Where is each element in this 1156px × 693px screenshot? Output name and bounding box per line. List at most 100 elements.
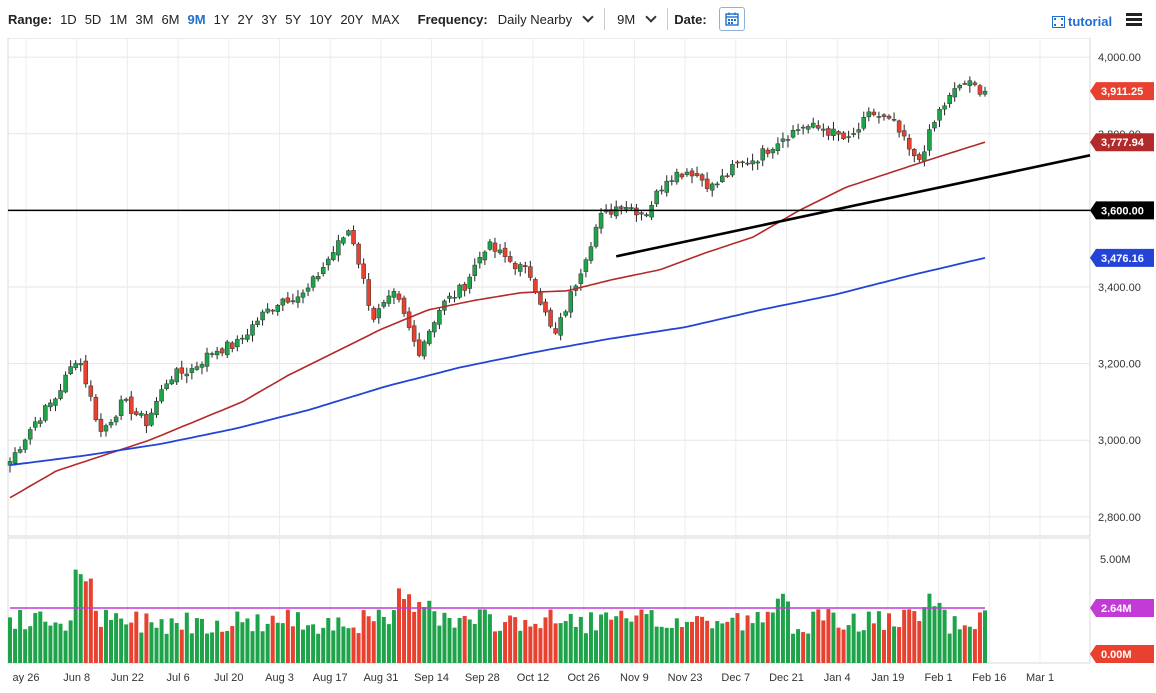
volume-bar: [154, 627, 159, 663]
volume-bar: [907, 609, 912, 663]
candle-body: [523, 265, 528, 267]
date-tick-label: Sep 28: [465, 672, 500, 684]
date-tick-label: Oct 26: [567, 672, 599, 684]
volume-avg-tag-text: 2.64M: [1101, 603, 1132, 615]
candle-body: [598, 212, 604, 229]
candle-body: [679, 173, 685, 178]
period-dropdown[interactable]: 9M: [617, 11, 661, 27]
volume-bar: [897, 627, 902, 663]
film-icon: [1052, 15, 1065, 28]
range-button-20y[interactable]: 20Y: [340, 11, 364, 27]
candle-body: [300, 292, 306, 298]
candle-body: [629, 207, 634, 209]
volume-bar: [785, 601, 790, 663]
frequency-dropdown[interactable]: Daily Nearby: [498, 11, 598, 27]
range-button-5d[interactable]: 5D: [84, 11, 102, 27]
candle-body: [619, 206, 624, 209]
menu-icon[interactable]: [1126, 13, 1142, 26]
candle-body: [715, 183, 720, 186]
candle-body: [315, 276, 321, 280]
volume-bar: [457, 617, 462, 663]
candle-body: [361, 263, 366, 279]
date-tick-label: Aug 31: [363, 672, 398, 684]
range-button-9m[interactable]: 9M: [187, 11, 206, 27]
period-value: 9M: [617, 11, 636, 27]
range-button-2y[interactable]: 2Y: [237, 11, 254, 27]
candle-body: [341, 237, 346, 244]
tutorial-link[interactable]: tutorial: [1052, 14, 1112, 29]
range-button-3m[interactable]: 3M: [135, 11, 154, 27]
range-button-6m[interactable]: 6M: [161, 11, 180, 27]
price-chart[interactable]: 2,800.00 3,000.00 3,200.00 3,400.00 3,600.00…: [0, 38, 1156, 693]
volume-bar: [487, 614, 492, 663]
volume-bar: [942, 609, 947, 663]
volume-bar: [528, 626, 533, 663]
volume-bar: [346, 628, 351, 663]
volume-bar: [144, 613, 149, 663]
range-button-1y[interactable]: 1Y: [213, 11, 230, 27]
volume-bar: [38, 611, 43, 663]
calendar-button[interactable]: [718, 7, 745, 31]
range-button-10y[interactable]: 10Y: [309, 11, 333, 27]
volume-bar: [381, 616, 386, 663]
candle-body: [240, 337, 245, 340]
range-button-1d[interactable]: 1D: [60, 11, 77, 27]
volume-bars: [8, 569, 987, 663]
date-tick-label: Nov 9: [620, 672, 649, 684]
volume-bar: [285, 609, 290, 663]
volume-bar: [679, 627, 684, 663]
candle-body: [533, 279, 538, 293]
range-button-5y[interactable]: 5Y: [285, 11, 302, 27]
volume-bar: [846, 625, 851, 663]
volume-bar: [275, 622, 280, 663]
volume-bar: [164, 633, 169, 663]
volume-bar: [977, 612, 982, 663]
candle-body: [128, 396, 134, 414]
volume-bar: [831, 612, 836, 663]
volume-bar: [356, 633, 361, 663]
chevron-down-icon: [582, 11, 594, 23]
date-tick-label: Jun 22: [111, 672, 144, 684]
candle-body: [528, 266, 533, 278]
volume-bar: [856, 631, 861, 663]
volume-bar: [816, 609, 821, 663]
volume-bar: [477, 609, 482, 663]
candle-body: [684, 171, 690, 175]
volume-bar: [639, 609, 644, 663]
candle-body: [593, 226, 599, 247]
volume-bar: [725, 621, 730, 663]
candle-body: [502, 247, 508, 257]
volume-bar: [194, 618, 199, 663]
volume-bar: [361, 610, 366, 663]
candle-body: [962, 83, 968, 85]
candle-body: [810, 122, 816, 128]
volume-bar: [98, 626, 103, 663]
range-button-max[interactable]: MAX: [371, 11, 400, 27]
candle-body: [917, 154, 922, 160]
volume-bar: [730, 617, 735, 663]
candle-body: [63, 374, 68, 393]
candle-body: [578, 273, 584, 284]
volume-bar: [417, 601, 422, 663]
range-button-3y[interactable]: 3Y: [261, 11, 278, 27]
volume-bar: [634, 615, 639, 663]
volume-bar: [351, 627, 356, 663]
price-tag-0-box: [1090, 82, 1154, 101]
toolbar: Range: 1D 5D 1M 3M 6M 9M 1Y 2Y 3Y 5Y 10Y 20Y MAX Fre…: [0, 0, 1156, 38]
volume-bar: [407, 594, 412, 663]
candle-body: [912, 149, 917, 157]
volume-bar: [826, 609, 831, 663]
candle-body: [134, 411, 139, 415]
volume-bar: [710, 628, 715, 663]
range-button-1m[interactable]: 1M: [109, 11, 128, 27]
candle-body: [346, 230, 351, 236]
candle-body: [745, 162, 750, 165]
candle-body: [947, 95, 952, 104]
candle-body: [669, 180, 675, 182]
candle-body: [805, 126, 811, 130]
volume-bar: [240, 622, 245, 663]
price-tick-label: 3,000.00: [1098, 435, 1141, 447]
volume-bar: [391, 610, 396, 663]
candle-body: [644, 214, 649, 217]
volume-bar: [902, 609, 907, 663]
